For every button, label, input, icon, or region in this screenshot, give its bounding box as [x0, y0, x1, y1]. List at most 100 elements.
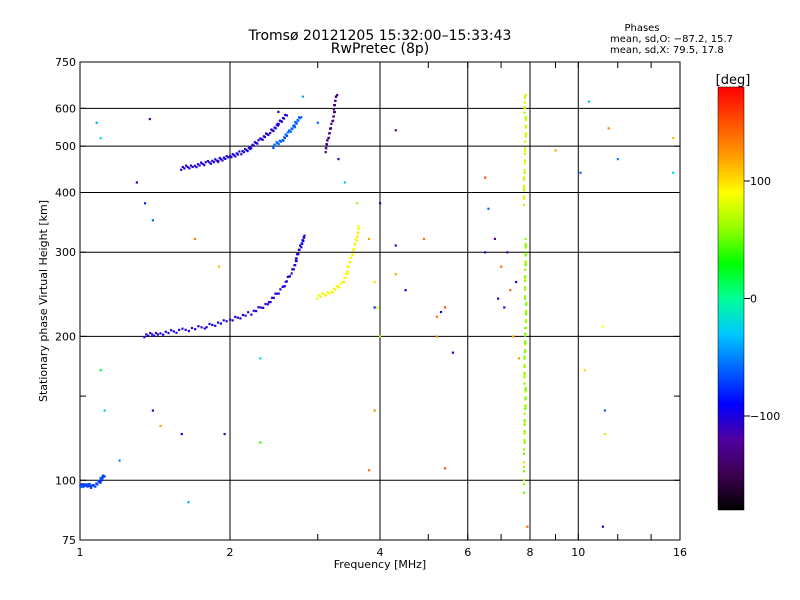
data-point [524, 133, 527, 136]
data-point [332, 119, 335, 122]
data-point [524, 140, 527, 143]
x-tick-label: 10 [571, 546, 585, 559]
data-point [357, 227, 360, 230]
data-point [236, 153, 240, 156]
data-point [524, 118, 527, 122]
data-point [267, 133, 270, 136]
data-point [259, 441, 262, 444]
data-point [524, 319, 528, 322]
data-point [523, 286, 527, 289]
colorbar-ticks: 100 0 −100 [744, 175, 780, 423]
data-point [225, 320, 228, 323]
data-point [522, 483, 526, 486]
data-point [524, 115, 527, 118]
data-point [229, 318, 232, 321]
data-point [294, 264, 297, 267]
data-point [500, 265, 503, 268]
data-point [241, 313, 245, 317]
data-point [147, 334, 150, 337]
data-point [175, 331, 178, 334]
data-point [523, 423, 526, 426]
data-point [522, 184, 526, 187]
data-point [276, 124, 280, 127]
data-point [523, 355, 526, 358]
data-point [356, 202, 359, 205]
data-point [303, 234, 306, 237]
data-point [379, 335, 382, 338]
data-point [524, 124, 527, 127]
data-point [178, 328, 181, 332]
stats-line-x: mean, sd,X: 79.5, 17.8 [610, 45, 724, 56]
data-point [336, 285, 340, 288]
data-point [522, 176, 526, 179]
data-point [193, 237, 197, 241]
data-point [512, 335, 515, 338]
data-point [525, 303, 528, 306]
data-point [232, 154, 236, 157]
data-point [251, 143, 254, 146]
colorbar-tick-label: 100 [750, 175, 771, 188]
data-point [181, 165, 184, 169]
data-point [154, 331, 158, 335]
data-point [522, 491, 526, 494]
data-point [326, 291, 329, 294]
data-point [285, 280, 288, 283]
data-point [262, 135, 265, 138]
data-point [337, 158, 340, 161]
data-point [264, 302, 267, 306]
data-point [524, 334, 527, 337]
data-point [522, 189, 526, 192]
data-point [229, 154, 232, 158]
data-point [524, 332, 527, 335]
data-point [204, 161, 207, 164]
data-point [523, 288, 527, 291]
data-point [240, 153, 243, 156]
data-point [324, 151, 327, 154]
y-tick-label: 600 [55, 102, 76, 115]
data-point [335, 284, 338, 288]
data-point [523, 382, 526, 385]
data-point [180, 432, 183, 436]
data-point [86, 483, 90, 486]
data-point [215, 159, 218, 162]
data-point [583, 369, 586, 372]
data-point [376, 306, 379, 309]
data-point [522, 178, 526, 181]
data-point [241, 150, 244, 153]
data-point [523, 297, 527, 300]
data-point [170, 329, 173, 332]
data-point [151, 219, 155, 222]
data-point [87, 485, 90, 488]
data-point [249, 147, 252, 151]
data-point [269, 300, 272, 304]
data-point [211, 159, 214, 162]
data-point [524, 340, 527, 343]
data-point [276, 292, 279, 295]
data-point [443, 306, 447, 309]
data-point [328, 132, 331, 135]
data-point [254, 141, 258, 145]
data-point [506, 251, 509, 254]
data-point [344, 276, 347, 279]
data-point [159, 332, 162, 335]
data-point [331, 291, 335, 294]
data-point [522, 203, 526, 207]
data-point [379, 202, 382, 205]
data-point [283, 117, 286, 120]
data-point [523, 275, 527, 278]
data-point [88, 482, 91, 486]
y-tick-label: 500 [55, 140, 76, 153]
data-point [394, 273, 397, 276]
data-point [244, 314, 247, 317]
data-point [152, 334, 156, 337]
data-point [484, 176, 487, 179]
data-point [323, 293, 326, 296]
data-point [292, 268, 295, 271]
data-point [523, 268, 527, 271]
data-point [274, 292, 277, 295]
data-point [295, 122, 298, 125]
data-point [103, 475, 106, 478]
data-point [367, 237, 371, 241]
data-point [302, 236, 306, 239]
data-point [277, 143, 280, 146]
